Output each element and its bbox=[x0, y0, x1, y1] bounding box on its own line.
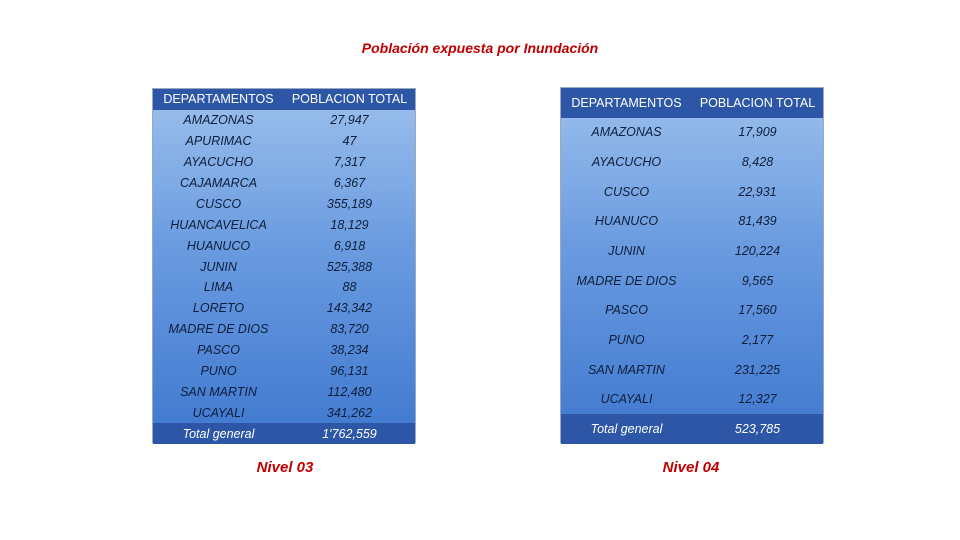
table-row: PASCO 38,234 bbox=[153, 340, 415, 361]
table-row: PASCO 17,560 bbox=[561, 296, 823, 326]
departamento-cell: APURIMAC bbox=[185, 134, 252, 149]
table-row: JUNIN 120,224 bbox=[561, 236, 823, 266]
poblacion-cell: 81,439 bbox=[738, 214, 777, 229]
departamento-cell: HUANUCO bbox=[594, 214, 659, 229]
table-row: AYACUCHO 8,428 bbox=[561, 147, 823, 177]
total-label: Total general bbox=[590, 422, 663, 437]
departamento-cell: MADRE DE DIOS bbox=[576, 273, 677, 288]
departamento-cell: PASCO bbox=[605, 303, 648, 318]
table-row: APURIMAC 47 bbox=[153, 131, 415, 152]
table-body: AMAZONAS 27,947 APURIMAC 47 AYACUCHO 7,317 CAJ… bbox=[153, 110, 415, 423]
poblacion-cell: 355,189 bbox=[326, 196, 373, 211]
poblacion-cell: 2,177 bbox=[741, 333, 774, 348]
table-row: AMAZONAS 27,947 bbox=[153, 110, 415, 131]
departamento-cell: PASCO bbox=[197, 343, 240, 358]
poblacion-cell: 12,327 bbox=[738, 392, 777, 407]
poblacion-cell: 112,480 bbox=[327, 384, 372, 399]
header-departamentos: DEPARTAMENTOS bbox=[571, 95, 682, 110]
departamento-cell: CUSCO bbox=[603, 184, 650, 199]
departamento-cell: HUANUCO bbox=[186, 238, 251, 253]
header-poblacion-total: POBLACION TOTAL bbox=[699, 95, 816, 110]
table-row: LORETO 143,342 bbox=[153, 298, 415, 319]
poblacion-cell: 96,131 bbox=[330, 364, 369, 379]
table-row: MADRE DE DIOS 83,720 bbox=[153, 319, 415, 340]
table-row: MADRE DE DIOS 9,565 bbox=[561, 266, 823, 296]
table-row: UCAYALI 12,327 bbox=[561, 385, 823, 415]
table-row: CUSCO 22,931 bbox=[561, 177, 823, 207]
header-poblacion-total: POBLACION TOTAL bbox=[291, 92, 408, 107]
departamento-cell: LORETO bbox=[192, 301, 245, 316]
departamento-cell: JUNIN bbox=[608, 244, 645, 259]
table-total-row: Total general 523,785 bbox=[561, 414, 823, 444]
table-nivel-03: DEPARTAMENTOS POBLACION TOTAL AMAZONAS 27… bbox=[152, 88, 416, 445]
table-row: HUANCAVELICA 18,129 bbox=[153, 214, 415, 235]
poblacion-cell: 38,234 bbox=[330, 343, 369, 358]
departamento-cell: HUANCAVELICA bbox=[170, 217, 267, 232]
table-header: DEPARTAMENTOS POBLACION TOTAL bbox=[561, 88, 823, 118]
table-row: CAJAMARCA 6,367 bbox=[153, 173, 415, 194]
departamento-cell: CUSCO bbox=[195, 196, 242, 211]
table-row: SAN MARTIN 112,480 bbox=[153, 381, 415, 402]
header-departamentos: DEPARTAMENTOS bbox=[163, 92, 274, 107]
departamento-cell: AYACUCHO bbox=[591, 155, 662, 170]
poblacion-cell: 120,224 bbox=[734, 244, 781, 259]
poblacion-cell: 47 bbox=[342, 134, 357, 149]
poblacion-cell: 341,262 bbox=[326, 405, 373, 420]
departamento-cell: UCAYALI bbox=[600, 392, 653, 407]
departamento-cell: PUNO bbox=[200, 364, 237, 379]
table-row: AMAZONAS 17,909 bbox=[561, 118, 823, 148]
departamento-cell: SAN MARTIN bbox=[180, 384, 257, 399]
departamento-cell: UCAYALI bbox=[192, 405, 245, 420]
poblacion-cell: 525,388 bbox=[326, 259, 373, 274]
table-row: UCAYALI 341,262 bbox=[153, 402, 415, 423]
departamento-cell: AMAZONAS bbox=[591, 125, 662, 140]
slide-title: Población expuesta por Inundación bbox=[361, 40, 599, 56]
poblacion-cell: 6,367 bbox=[333, 176, 366, 190]
table-header: DEPARTAMENTOS POBLACION TOTAL bbox=[153, 89, 415, 110]
poblacion-cell: 17,909 bbox=[738, 125, 777, 140]
table-body: AMAZONAS 17,909 AYACUCHO 8,428 CUSCO 22,931 HU… bbox=[561, 118, 823, 415]
poblacion-cell: 7,317 bbox=[333, 155, 366, 170]
departamento-cell: MADRE DE DIOS bbox=[168, 322, 269, 337]
poblacion-cell: 231,225 bbox=[734, 362, 781, 377]
caption-nivel-03: Nivel 03 bbox=[256, 459, 314, 476]
caption-nivel-04: Nivel 04 bbox=[662, 459, 720, 476]
departamento-cell: AYACUCHO bbox=[183, 155, 254, 170]
table-row: JUNIN 525,388 bbox=[153, 256, 415, 277]
total-value: 523,785 bbox=[734, 422, 781, 437]
poblacion-cell: 22,931 bbox=[738, 184, 777, 199]
poblacion-cell: 27,947 bbox=[330, 113, 369, 128]
table-row: AYACUCHO 7,317 bbox=[153, 152, 415, 173]
poblacion-cell: 8,428 bbox=[741, 155, 774, 170]
poblacion-cell: 17,560 bbox=[738, 303, 777, 318]
departamento-cell: AMAZONAS bbox=[183, 113, 254, 128]
poblacion-cell: 6,918 bbox=[333, 238, 366, 253]
table-total-row: Total general 1'762,559 bbox=[153, 423, 415, 445]
total-label: Total general bbox=[182, 426, 255, 441]
table-row: PUNO 96,131 bbox=[153, 361, 415, 382]
table-row: PUNO 2,177 bbox=[561, 325, 823, 355]
poblacion-cell: 83,720 bbox=[330, 322, 369, 337]
table-row: HUANUCO 81,439 bbox=[561, 207, 823, 237]
poblacion-cell: 143,342 bbox=[326, 301, 373, 316]
poblacion-cell: 88 bbox=[342, 280, 357, 295]
poblacion-cell: 18,129 bbox=[330, 217, 369, 232]
departamento-cell: SAN MARTIN bbox=[588, 362, 665, 377]
departamento-cell: LIMA bbox=[203, 280, 234, 295]
departamento-cell: JUNIN bbox=[200, 259, 237, 274]
poblacion-cell: 9,565 bbox=[741, 273, 774, 288]
departamento-cell: CAJAMARCA bbox=[179, 176, 258, 190]
table-row: CUSCO 355,189 bbox=[153, 193, 415, 214]
table-nivel-04: DEPARTAMENTOS POBLACION TOTAL AMAZONAS 17… bbox=[560, 87, 824, 444]
table-row: HUANUCO 6,918 bbox=[153, 235, 415, 256]
total-value: 1'762,559 bbox=[322, 426, 377, 441]
departamento-cell: PUNO bbox=[608, 333, 645, 348]
table-row: SAN MARTIN 231,225 bbox=[561, 355, 823, 385]
table-row: LIMA 88 bbox=[153, 277, 415, 298]
